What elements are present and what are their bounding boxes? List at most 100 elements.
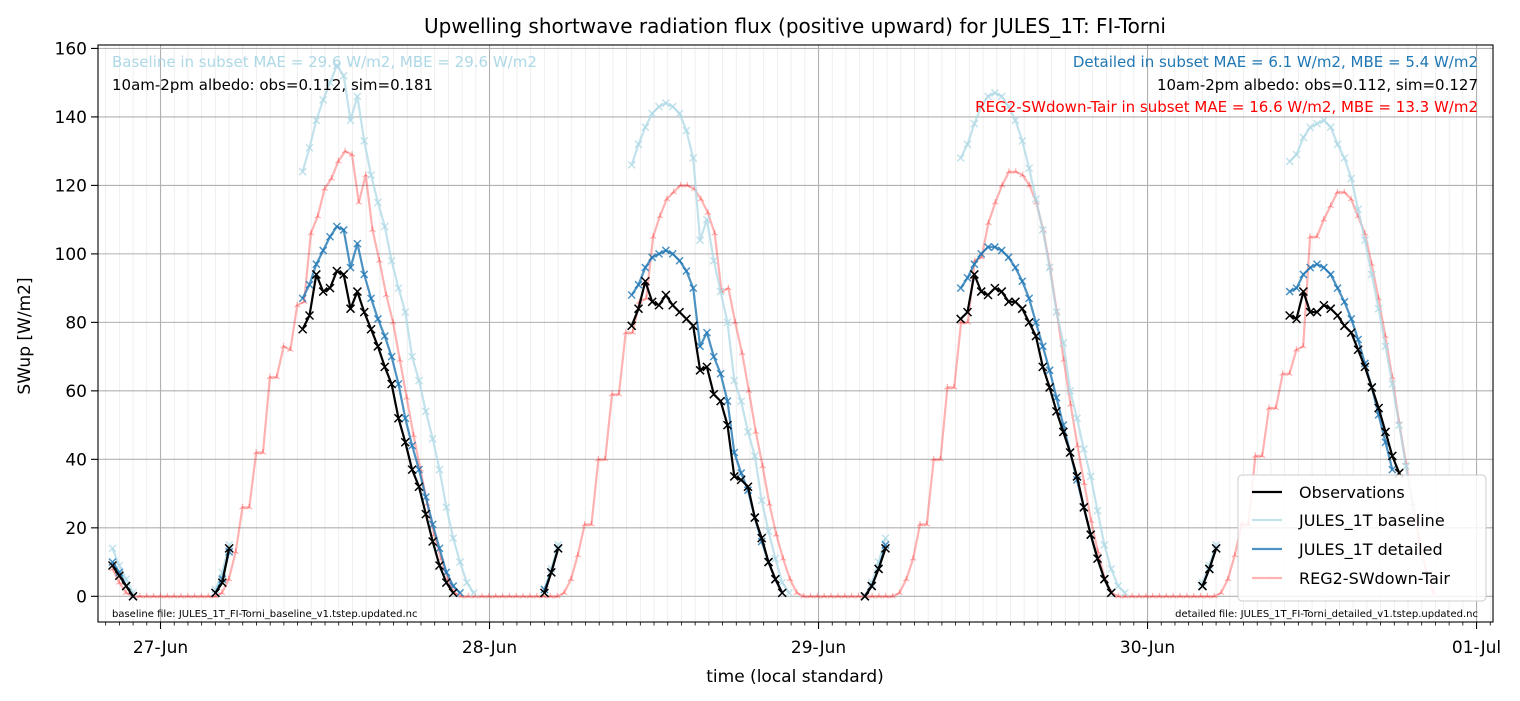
data-point-reg2-swdown-tair — [293, 301, 301, 308]
series-layer — [107, 61, 1437, 601]
data-point-jules-1t-detailed — [634, 280, 643, 289]
data-point-reg2-swdown-tair — [882, 592, 890, 599]
data-point-observations — [359, 307, 369, 317]
data-point-observations — [380, 362, 390, 372]
minor-gridlines — [105, 45, 1491, 622]
data-point-reg2-swdown-tair — [519, 592, 527, 599]
data-point-observations — [373, 341, 383, 351]
data-point-reg2-swdown-tair — [225, 575, 233, 582]
data-point-jules-1t-baseline — [462, 578, 471, 587]
data-point-reg2-swdown-tair — [827, 592, 835, 599]
data-point-reg2-swdown-tair — [1313, 233, 1321, 240]
data-point-jules-1t-baseline — [675, 109, 684, 118]
data-point-reg2-swdown-tair — [150, 592, 157, 599]
data-point-reg2-swdown-tair — [122, 589, 130, 596]
data-point-jules-1t-baseline — [1360, 236, 1369, 245]
data-point-reg2-swdown-tair — [376, 257, 383, 264]
data-point-reg2-swdown-tair — [1231, 551, 1239, 558]
data-point-observations — [414, 482, 424, 492]
data-point-observations — [640, 276, 650, 286]
data-point-reg2-swdown-tair — [170, 592, 178, 599]
data-point-jules-1t-baseline — [702, 215, 711, 224]
data-point-jules-1t-detailed — [339, 225, 348, 234]
data-point-reg2-swdown-tair — [820, 592, 828, 599]
data-point-jules-1t-detailed — [387, 352, 396, 361]
data-point-observations — [770, 574, 780, 584]
data-point-reg2-swdown-tair — [314, 212, 322, 219]
data-point-jules-1t-baseline — [1052, 308, 1061, 317]
data-point-reg2-swdown-tair — [136, 592, 144, 599]
data-point-reg2-swdown-tair — [1272, 404, 1280, 411]
data-point-jules-1t-detailed — [702, 328, 711, 337]
data-point-observations — [1045, 382, 1055, 392]
data-point-jules-1t-detailed — [641, 263, 650, 272]
data-point-reg2-swdown-tair — [232, 548, 240, 555]
y-tick-label: 0 — [76, 587, 87, 607]
data-point-reg2-swdown-tair — [478, 592, 486, 599]
data-point-jules-1t-detailed — [970, 260, 979, 269]
data-point-jules-1t-baseline — [1107, 564, 1116, 573]
data-point-observations — [546, 567, 556, 577]
data-point-reg2-swdown-tair — [848, 592, 855, 599]
data-point-reg2-swdown-tair — [677, 181, 684, 188]
data-point-observations — [874, 564, 884, 574]
data-point-reg2-swdown-tair — [560, 589, 568, 596]
data-point-jules-1t-detailed — [319, 246, 328, 255]
data-point-observations — [956, 314, 966, 324]
data-point-observations — [777, 588, 787, 598]
data-point-reg2-swdown-tair — [115, 579, 123, 585]
data-point-jules-1t-detailed — [401, 414, 410, 423]
data-point-jules-1t-baseline — [456, 558, 465, 567]
data-point-reg2-swdown-tair — [246, 503, 253, 510]
data-point-observations — [428, 536, 438, 547]
data-point-jules-1t-detailed — [1045, 366, 1054, 375]
data-point-reg2-swdown-tair — [266, 373, 274, 380]
data-point-observations — [352, 287, 362, 297]
data-point-observations — [1106, 588, 1116, 598]
data-point-jules-1t-baseline — [1367, 270, 1376, 279]
y-tick-label: 60 — [65, 382, 87, 402]
x-axis-ticks: 27-Jun 28-Jun 29-Jun 30-Jun 01-Jul — [105, 622, 1501, 658]
series-line-jules-1t-detailed — [301, 225, 461, 594]
data-point-jules-1t-baseline — [469, 588, 478, 597]
data-point-jules-1t-detailed — [394, 379, 403, 389]
data-point-reg2-swdown-tair — [834, 592, 842, 599]
data-point-reg2-swdown-tair — [1251, 452, 1259, 459]
data-point-reg2-swdown-tair — [307, 229, 315, 236]
data-point-jules-1t-detailed — [723, 397, 732, 406]
data-point-jules-1t-baseline — [325, 78, 335, 87]
y-tick-label: 120 — [55, 176, 87, 196]
data-point-reg2-swdown-tair — [239, 503, 246, 510]
data-point-reg2-swdown-tair — [362, 171, 370, 178]
data-point-jules-1t-detailed — [360, 270, 369, 279]
data-point-observations — [1079, 502, 1089, 512]
data-point-reg2-swdown-tair — [855, 592, 862, 599]
data-point-jules-1t-detailed — [108, 558, 117, 567]
data-point-jules-1t-baseline — [1354, 205, 1363, 214]
data-point-reg2-swdown-tair — [814, 592, 821, 599]
data-point-jules-1t-detailed — [414, 465, 424, 474]
data-point-reg2-swdown-tair — [725, 284, 732, 291]
data-point-observations — [661, 290, 671, 300]
data-point-jules-1t-baseline — [682, 126, 691, 135]
data-point-observations — [736, 475, 746, 485]
data-point-jules-1t-baseline — [1011, 116, 1020, 125]
data-point-observations — [983, 290, 993, 300]
data-point-jules-1t-baseline — [709, 256, 718, 265]
data-point-jules-1t-baseline — [1093, 506, 1102, 515]
x-tick-label: 30-Jun — [1120, 638, 1175, 658]
data-point-jules-1t-detailed — [1285, 287, 1294, 296]
data-point-jules-1t-detailed — [682, 266, 691, 276]
data-point-observations — [990, 283, 1000, 293]
data-point-reg2-swdown-tair — [642, 294, 650, 301]
data-point-reg2-swdown-tair — [574, 551, 582, 558]
data-point-observations — [1367, 382, 1377, 392]
legend: Observations JULES_1T baseline JULES_1T … — [1237, 474, 1487, 602]
data-point-observations — [332, 266, 342, 276]
data-point-observations — [1333, 310, 1343, 321]
data-point-jules-1t-baseline — [339, 71, 348, 80]
data-point-reg2-swdown-tair — [1169, 592, 1177, 599]
data-point-reg2-swdown-tair — [389, 318, 397, 325]
data-point-jules-1t-detailed — [332, 222, 341, 231]
data-point-jules-1t-detailed — [298, 294, 307, 303]
